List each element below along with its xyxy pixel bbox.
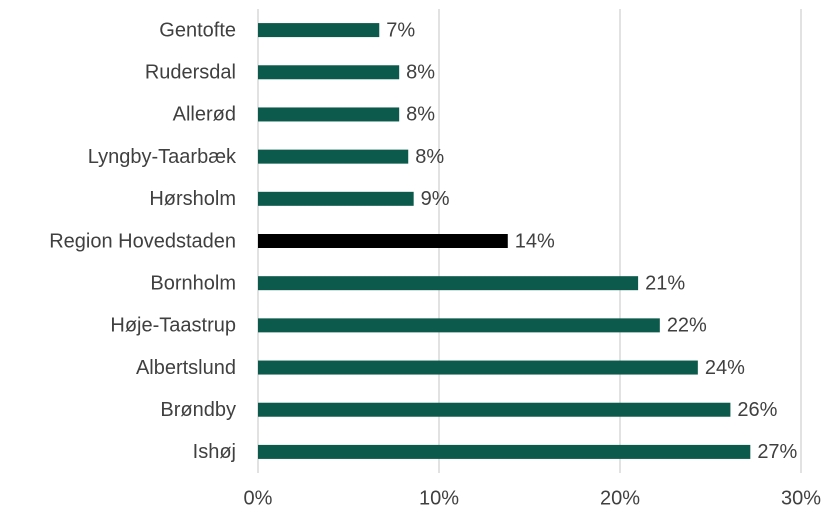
bar	[258, 65, 400, 80]
bar	[258, 276, 639, 291]
y-tick-label: Rudersdal	[145, 62, 236, 84]
y-tick-label: Lyngby-Taarbæk	[88, 146, 237, 168]
x-tick-label: 20%	[600, 487, 640, 509]
bar	[258, 149, 409, 164]
value-label: 24%	[705, 357, 745, 379]
bar	[258, 402, 731, 417]
bar	[258, 360, 698, 375]
bar	[258, 191, 414, 206]
y-tick-label: Albertslund	[136, 357, 236, 379]
value-label: 21%	[645, 272, 685, 294]
value-label: 14%	[515, 230, 555, 252]
value-label: 27%	[757, 441, 797, 463]
x-tick-label: 30%	[781, 487, 821, 509]
y-tick-label: Gentofte	[159, 19, 236, 41]
value-label: 9%	[421, 188, 450, 210]
y-tick-label: Bornholm	[150, 272, 236, 294]
y-tick-label: Allerød	[173, 104, 236, 126]
bar	[258, 23, 380, 38]
y-tick-label: Brøndby	[160, 399, 236, 421]
bar	[258, 318, 660, 333]
x-tick-label: 10%	[419, 487, 459, 509]
value-label: 7%	[386, 19, 415, 41]
bar	[258, 234, 508, 248]
x-tick-label: 0%	[244, 487, 273, 509]
value-label: 26%	[737, 399, 777, 421]
y-tick-label: Ishøj	[193, 441, 236, 463]
value-label: 8%	[406, 104, 435, 126]
value-label: 8%	[415, 146, 444, 168]
bar	[258, 444, 751, 459]
y-tick-label: Høje-Taastrup	[110, 315, 236, 337]
y-tick-label: Region Hovedstaden	[49, 230, 236, 252]
value-label: 22%	[667, 315, 707, 337]
y-tick-label: Hørsholm	[149, 188, 236, 210]
value-label: 8%	[406, 62, 435, 84]
bar	[258, 107, 400, 122]
